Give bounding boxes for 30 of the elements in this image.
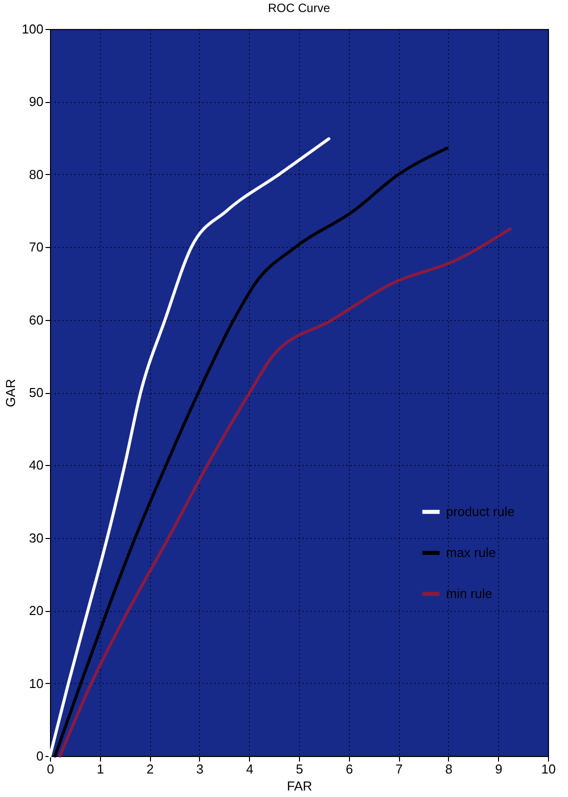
y-tick-label: 0 [36,748,44,764]
y-tick-label: 20 [29,603,44,618]
x-tick-label: 8 [445,762,453,776]
y-tick-label: 50 [29,385,44,400]
x-tick-label: 2 [146,762,154,776]
y-axis-title: GAR [2,378,18,408]
legend-label: product rule [446,504,515,519]
y-tick-label: 70 [29,240,44,255]
x-tick-label: 9 [495,762,502,776]
y-tick-label: 90 [29,94,44,110]
line-series [48,137,330,758]
x-tick-label: 4 [246,762,254,776]
y-tick-label: 80 [29,166,44,182]
legend-label: max rule [446,544,496,560]
y-tick-label: 40 [29,458,44,473]
x-tick-label: 5 [296,762,304,776]
y-tick-label: 30 [29,530,44,546]
chart-title: ROC Curve [268,1,330,15]
y-tick-label: 100 [22,22,44,36]
x-axis-title: FAR [286,778,312,794]
x-tick-label: 6 [346,762,353,776]
x-tick-label: 0 [46,762,54,776]
x-tick-label: 10 [541,762,556,776]
x-tick-label: 3 [196,762,204,776]
y-tick-label: 60 [29,312,44,328]
x-tick-label: 1 [96,762,104,776]
line-series [58,227,512,758]
legend-label: min rule [446,586,492,601]
x-tick-label: 7 [395,762,403,776]
y-tick-label: 10 [29,676,44,691]
